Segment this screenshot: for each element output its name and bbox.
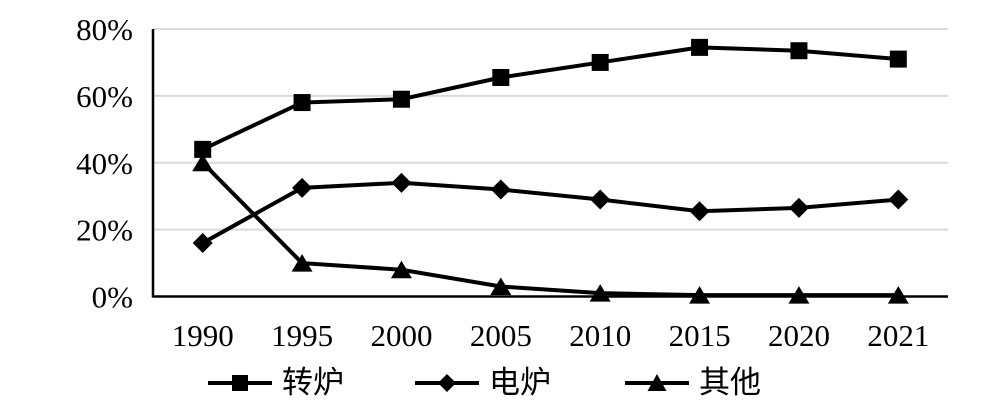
square-marker xyxy=(691,38,709,56)
x-axis-label-2020: 2020 xyxy=(768,318,830,353)
legend-item-eaf: 电炉 xyxy=(415,366,551,400)
triangle-marker xyxy=(589,284,611,302)
legend-square-marker-icon xyxy=(208,375,272,391)
triangle-marker xyxy=(490,277,512,295)
square-marker xyxy=(293,94,311,112)
diamond-marker xyxy=(192,233,213,253)
square-marker xyxy=(889,50,907,68)
y-axis-label-40: 40% xyxy=(76,146,133,181)
x-axis-label-2010: 2010 xyxy=(569,318,631,353)
y-axis-label-20: 20% xyxy=(76,213,133,248)
series-line-0 xyxy=(201,45,899,152)
diamond-marker xyxy=(490,179,511,200)
x-axis-label-2021: 2021 xyxy=(867,318,929,353)
triangle-marker xyxy=(689,286,711,304)
legend-diamond-marker-icon xyxy=(415,374,479,392)
y-axis-label-80: 80% xyxy=(76,12,133,47)
series-line-2 xyxy=(201,161,899,298)
x-axis-label-1990: 1990 xyxy=(172,318,234,353)
square-marker xyxy=(492,68,510,86)
legend-label-converter: 转炉 xyxy=(282,365,344,400)
diamond-marker xyxy=(292,177,313,198)
diamond-marker xyxy=(689,201,710,222)
diamond-marker xyxy=(590,189,611,210)
square-marker xyxy=(194,140,212,158)
x-axis-label-2000: 2000 xyxy=(370,318,432,353)
triangle-marker xyxy=(788,286,810,304)
diamond-marker xyxy=(788,197,809,218)
plot-area: 0% 20% 40% 60% 80% 1990 1995 2000 2005 2010 2015 20… xyxy=(76,12,948,353)
x-axis-label-2005: 2005 xyxy=(470,318,532,353)
legend-triangle-marker-icon xyxy=(625,374,689,391)
y-axis-label-0: 0% xyxy=(92,280,133,315)
legend: 转炉 电炉 其他 xyxy=(0,366,1002,406)
triangle-marker xyxy=(192,153,214,172)
triangle-marker xyxy=(291,254,313,272)
triangle-marker xyxy=(390,260,412,279)
series-line-1 xyxy=(201,180,899,245)
square-marker xyxy=(591,53,609,71)
diamond-marker xyxy=(391,172,412,193)
x-axis-label-2015: 2015 xyxy=(669,318,731,353)
legend-label-eaf: 电炉 xyxy=(489,365,551,400)
diamond-marker xyxy=(888,189,909,210)
triangle-marker xyxy=(887,286,909,304)
square-marker xyxy=(790,42,808,60)
y-axis-label-60: 60% xyxy=(76,79,133,114)
legend-label-other: 其他 xyxy=(699,365,761,400)
legend-item-converter: 转炉 xyxy=(208,366,344,400)
square-marker xyxy=(392,90,410,108)
legend-item-other: 其他 xyxy=(625,366,761,400)
x-axis-label-1995: 1995 xyxy=(271,318,333,353)
